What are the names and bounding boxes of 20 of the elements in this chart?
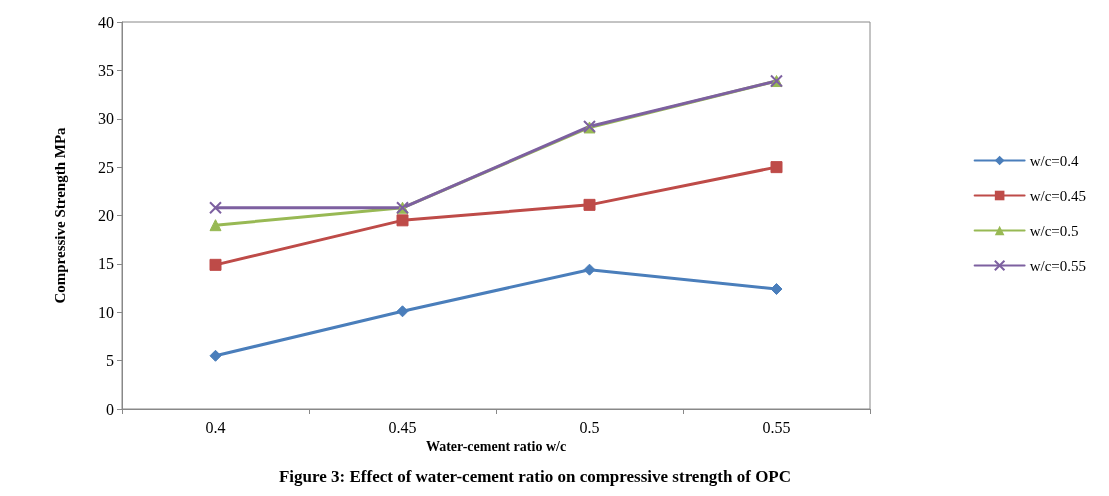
legend-label: w/c=0.5 <box>1029 222 1079 239</box>
text: Figure 3: Effect of water-cement ratio on compressive strength of OPC <box>278 467 792 486</box>
x-tick-label: 0.45 <box>388 418 417 436</box>
y-tick-label: 5 <box>106 352 114 370</box>
x-tick-label: 0.5 <box>579 418 600 436</box>
y-tick-label: 0 <box>106 400 114 418</box>
y-tick-label: 40 <box>98 13 114 31</box>
y-tick-label: 15 <box>98 255 114 273</box>
y-tick-label: 35 <box>98 61 114 79</box>
x-tick-label: 0.4 <box>205 418 226 436</box>
x-axis-title: Water-cement ratio w/c <box>425 439 567 455</box>
x-tick-label: 0.55 <box>762 418 791 436</box>
y-axis-title: Compressive Strength MPa <box>51 126 68 304</box>
y-tick-label: 30 <box>98 110 114 128</box>
y-tick-label: 10 <box>98 303 114 321</box>
legend-label: w/c=0.55 <box>1029 257 1087 274</box>
legend-label: w/c=0.4 <box>1029 152 1079 169</box>
legend-label: w/c=0.45 <box>1029 187 1087 204</box>
y-tick-label: 25 <box>98 158 114 176</box>
y-tick-label: 20 <box>98 207 114 224</box>
